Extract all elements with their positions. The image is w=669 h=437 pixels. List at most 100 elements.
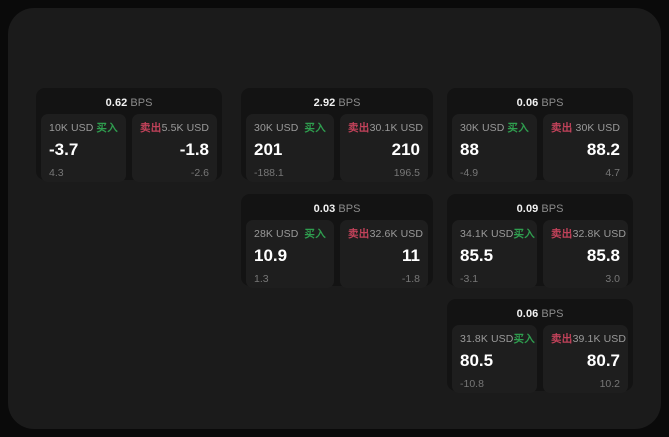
sell-action-label[interactable]: 卖出 [551, 333, 573, 345]
sell-action-label[interactable]: 卖出 [551, 228, 573, 240]
sell-sub-value: 10.2 [599, 378, 620, 390]
sell-action-label[interactable]: 卖出 [348, 122, 370, 134]
bps-unit-label: BPS [338, 97, 361, 109]
buy-price-value: 10.9 [254, 246, 288, 265]
sell-action-label[interactable]: 卖出 [348, 228, 370, 240]
bps-value: 0.06 [516, 308, 539, 320]
buy-price-value: 80.5 [460, 351, 494, 370]
buy-sub-value: -10.8 [460, 378, 484, 390]
sell-size-label: 30.1K USD [369, 121, 424, 134]
buy-sub-value: 1.3 [254, 273, 269, 285]
bps-value: 0.09 [516, 203, 539, 215]
sell-size-label: 5.5K USD [161, 121, 210, 134]
buy-size-label: 28K USD [254, 227, 299, 240]
card-sides: 10K USD 买入 -3.7 4.3 卖出 5.5K USD -1.8 -2.6 [41, 114, 217, 182]
sell-side[interactable]: 卖出 30K USD 88.2 4.7 [543, 114, 628, 182]
bps-unit-label: BPS [338, 203, 361, 215]
buy-sub-value: -3.1 [460, 273, 479, 285]
card-bps-header: 0.09 BPS [452, 200, 628, 216]
buy-side-header: 10K USD 买入 [49, 121, 118, 135]
buy-side-header: 28K USD 买入 [254, 227, 326, 241]
sell-side[interactable]: 卖出 5.5K USD -1.8 -2.6 [132, 114, 217, 182]
sell-price-value: 80.7 [586, 351, 620, 370]
buy-size-label: 31.8K USD [460, 332, 514, 345]
buy-sub-value: -4.9 [460, 167, 479, 179]
buy-side-header: 31.8K USD 买入 [460, 332, 535, 346]
card-bps-header: 2.92 BPS [246, 94, 428, 110]
sell-size-label: 30K USD [575, 121, 620, 134]
buy-size-label: 30K USD [460, 121, 505, 134]
sell-side[interactable]: 卖出 39.1K USD 80.7 10.2 [543, 325, 628, 393]
buy-action-label[interactable]: 买入 [513, 228, 536, 240]
bps-unit-label: BPS [541, 203, 564, 215]
quote-card[interactable]: 0.06 BPS 31.8K USD 买入 80.5 -10.8 卖出 39.1K USD 80… [447, 299, 633, 393]
sell-side-header: 卖出 30.1K USD [348, 121, 424, 135]
sell-size-label: 32.6K USD [369, 227, 424, 240]
bps-unit-label: BPS [130, 97, 153, 109]
quote-card[interactable]: 2.92 BPS 30K USD 买入 201 -188.1 卖出 30.1K USD 210 1… [241, 88, 433, 182]
sell-action-label[interactable]: 卖出 [140, 122, 162, 134]
bps-value: 2.92 [313, 97, 336, 109]
buy-action-label[interactable]: 买入 [304, 228, 326, 240]
card-bps-header: 0.03 BPS [246, 200, 428, 216]
sell-price-value: 88.2 [586, 140, 620, 159]
sell-side-header: 卖出 39.1K USD [551, 332, 626, 346]
sell-size-label: 39.1K USD [572, 332, 627, 345]
sell-side[interactable]: 卖出 32.6K USD 11 -1.8 [340, 220, 428, 288]
sell-side-header: 卖出 32.6K USD [348, 227, 424, 241]
buy-price-value: -3.7 [49, 140, 79, 159]
bps-unit-label: BPS [541, 97, 564, 109]
quote-card[interactable]: 0.03 BPS 28K USD 买入 10.9 1.3 卖出 32.6K USD 11 -1.8 [241, 194, 433, 288]
buy-side[interactable]: 28K USD 买入 10.9 1.3 [246, 220, 334, 288]
quote-card[interactable]: 0.09 BPS 34.1K USD 买入 85.5 -3.1 卖出 32.8K USD 85.… [447, 194, 633, 288]
buy-action-label[interactable]: 买入 [304, 122, 326, 134]
card-sides: 34.1K USD 买入 85.5 -3.1 卖出 32.8K USD 85.8 3.0 [452, 220, 628, 288]
buy-price-value: 201 [254, 140, 283, 159]
sell-side[interactable]: 卖出 30.1K USD 210 196.5 [340, 114, 428, 182]
buy-sub-value: 4.3 [49, 167, 64, 179]
buy-action-label[interactable]: 买入 [96, 122, 118, 134]
quote-card[interactable]: 0.06 BPS 30K USD 买入 88 -4.9 卖出 30K USD 88.2 4.7 [447, 88, 633, 182]
buy-side[interactable]: 30K USD 买入 201 -188.1 [246, 114, 334, 182]
buy-side[interactable]: 10K USD 买入 -3.7 4.3 [41, 114, 126, 182]
sell-sub-value: -1.8 [401, 273, 420, 285]
buy-action-label[interactable]: 买入 [513, 333, 536, 345]
buy-sub-value: -188.1 [254, 167, 284, 179]
sell-side-header: 卖出 30K USD [551, 121, 620, 135]
card-sides: 31.8K USD 买入 80.5 -10.8 卖出 39.1K USD 80.7 10.2 [452, 325, 628, 393]
buy-size-label: 30K USD [254, 121, 299, 134]
card-sides: 28K USD 买入 10.9 1.3 卖出 32.6K USD 11 -1.8 [246, 220, 428, 288]
quotes-panel: 0.62 BPS 10K USD 买入 -3.7 4.3 卖出 5.5K USD -1.8 -2.… [8, 8, 661, 429]
buy-side-header: 30K USD 买入 [460, 121, 529, 135]
quote-card[interactable]: 0.62 BPS 10K USD 买入 -3.7 4.3 卖出 5.5K USD -1.8 -2.… [36, 88, 222, 182]
bps-value: 0.62 [105, 97, 128, 109]
buy-side[interactable]: 31.8K USD 买入 80.5 -10.8 [452, 325, 537, 393]
buy-action-label[interactable]: 买入 [507, 122, 529, 134]
sell-price-value: 85.8 [586, 246, 620, 265]
sell-price-value: 11 [402, 246, 420, 265]
bps-value: 0.03 [313, 203, 336, 215]
card-bps-header: 0.62 BPS [41, 94, 217, 110]
sell-side[interactable]: 卖出 32.8K USD 85.8 3.0 [543, 220, 628, 288]
sell-price-value: 210 [391, 140, 420, 159]
sell-sub-value: 3.0 [605, 273, 620, 285]
buy-price-value: 85.5 [460, 246, 494, 265]
sell-size-label: 32.8K USD [572, 227, 627, 240]
card-bps-header: 0.06 BPS [452, 305, 628, 321]
buy-side[interactable]: 34.1K USD 买入 85.5 -3.1 [452, 220, 537, 288]
buy-size-label: 10K USD [49, 121, 94, 134]
card-sides: 30K USD 买入 88 -4.9 卖出 30K USD 88.2 4.7 [452, 114, 628, 182]
card-sides: 30K USD 买入 201 -188.1 卖出 30.1K USD 210 196.5 [246, 114, 428, 182]
quote-card-board: 0.62 BPS 10K USD 买入 -3.7 4.3 卖出 5.5K USD -1.8 -2.… [36, 80, 641, 410]
sell-side-header: 卖出 5.5K USD [140, 121, 210, 135]
buy-side[interactable]: 30K USD 买入 88 -4.9 [452, 114, 537, 182]
sell-action-label[interactable]: 卖出 [551, 122, 573, 134]
sell-sub-value: -2.6 [190, 167, 209, 179]
sell-sub-value: 196.5 [393, 167, 420, 179]
buy-price-value: 88 [460, 140, 479, 159]
card-bps-header: 0.06 BPS [452, 94, 628, 110]
buy-side-header: 34.1K USD 买入 [460, 227, 535, 241]
sell-price-value: -1.8 [179, 140, 209, 159]
bps-value: 0.06 [516, 97, 539, 109]
